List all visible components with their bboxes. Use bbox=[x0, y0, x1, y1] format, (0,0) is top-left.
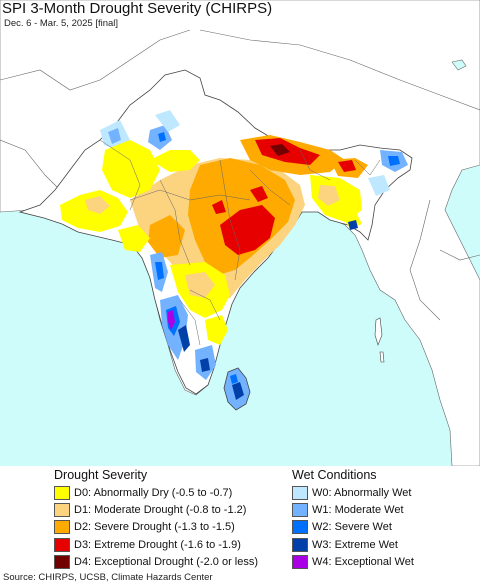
legend-item-d2: D2: Severe Drought (-1.3 to -1.5) bbox=[54, 519, 258, 536]
drought-map bbox=[0, 0, 480, 466]
swatch-w4 bbox=[292, 555, 308, 570]
swatch-w0 bbox=[292, 485, 308, 500]
legend-label-w0: W0: Abnormally Wet bbox=[312, 486, 412, 499]
map-title: SPI 3-Month Drought Severity (CHIRPS) bbox=[2, 0, 273, 17]
legend-label-d4: D4: Exceptional Drought (-2.0 or less) bbox=[74, 556, 259, 569]
legend-item-d0: D0: Abnormally Dry (-0.5 to -0.7) bbox=[54, 484, 258, 501]
swatch-d3 bbox=[54, 537, 70, 552]
legend-label-d0: D0: Abnormally Dry (-0.5 to -0.7) bbox=[74, 486, 233, 499]
wet-legend-heading: Wet Conditions bbox=[292, 468, 377, 482]
swatch-w1 bbox=[292, 503, 308, 518]
legend-label-w3: W3: Extreme Wet bbox=[312, 538, 398, 551]
legend-item-w2: W2: Severe Wet bbox=[292, 519, 414, 536]
swatch-d0 bbox=[54, 485, 70, 500]
legend-item-w3: W3: Extreme Wet bbox=[292, 536, 414, 553]
source-credit: Source: CHIRPS, UCSB, Climate Hazards Ce… bbox=[3, 572, 213, 583]
legend-label-d3: D3: Extreme Drought (-1.6 to -1.9) bbox=[74, 538, 241, 551]
swatch-d4 bbox=[54, 555, 70, 570]
legend-label-w1: W1: Moderate Wet bbox=[312, 504, 404, 517]
drought-legend-heading: Drought Severity bbox=[54, 468, 148, 482]
map-subtitle: Dec. 6 - Mar. 5, 2025 [final] bbox=[4, 18, 119, 29]
drought-legend: Drought Severity D0: Abnormally Dry (-0.… bbox=[54, 466, 258, 571]
legend-item-w1: W1: Moderate Wet bbox=[292, 501, 414, 518]
legend-label-d1: D1: Moderate Drought (-0.8 to -1.2) bbox=[74, 504, 247, 517]
swatch-d2 bbox=[54, 520, 70, 535]
legend-label-w4: W4: Exceptional Wet bbox=[312, 556, 414, 569]
legend-label-w2: W2: Severe Wet bbox=[312, 521, 392, 534]
legend-item-w0: W0: Abnormally Wet bbox=[292, 484, 414, 501]
swatch-d1 bbox=[54, 503, 70, 518]
legend-item-d3: D3: Extreme Drought (-1.6 to -1.9) bbox=[54, 536, 258, 553]
legend-item-d4: D4: Exceptional Drought (-2.0 or less) bbox=[54, 554, 258, 571]
legend-item-w4: W4: Exceptional Wet bbox=[292, 554, 414, 571]
legend-label-d2: D2: Severe Drought (-1.3 to -1.5) bbox=[74, 521, 235, 534]
wet-legend: Wet Conditions W0: Abnormally Wet W1: Mo… bbox=[292, 466, 414, 571]
swatch-w3 bbox=[292, 537, 308, 552]
swatch-w2 bbox=[292, 520, 308, 535]
legend: Drought Severity D0: Abnormally Dry (-0.… bbox=[0, 466, 480, 572]
legend-item-d1: D1: Moderate Drought (-0.8 to -1.2) bbox=[54, 501, 258, 518]
